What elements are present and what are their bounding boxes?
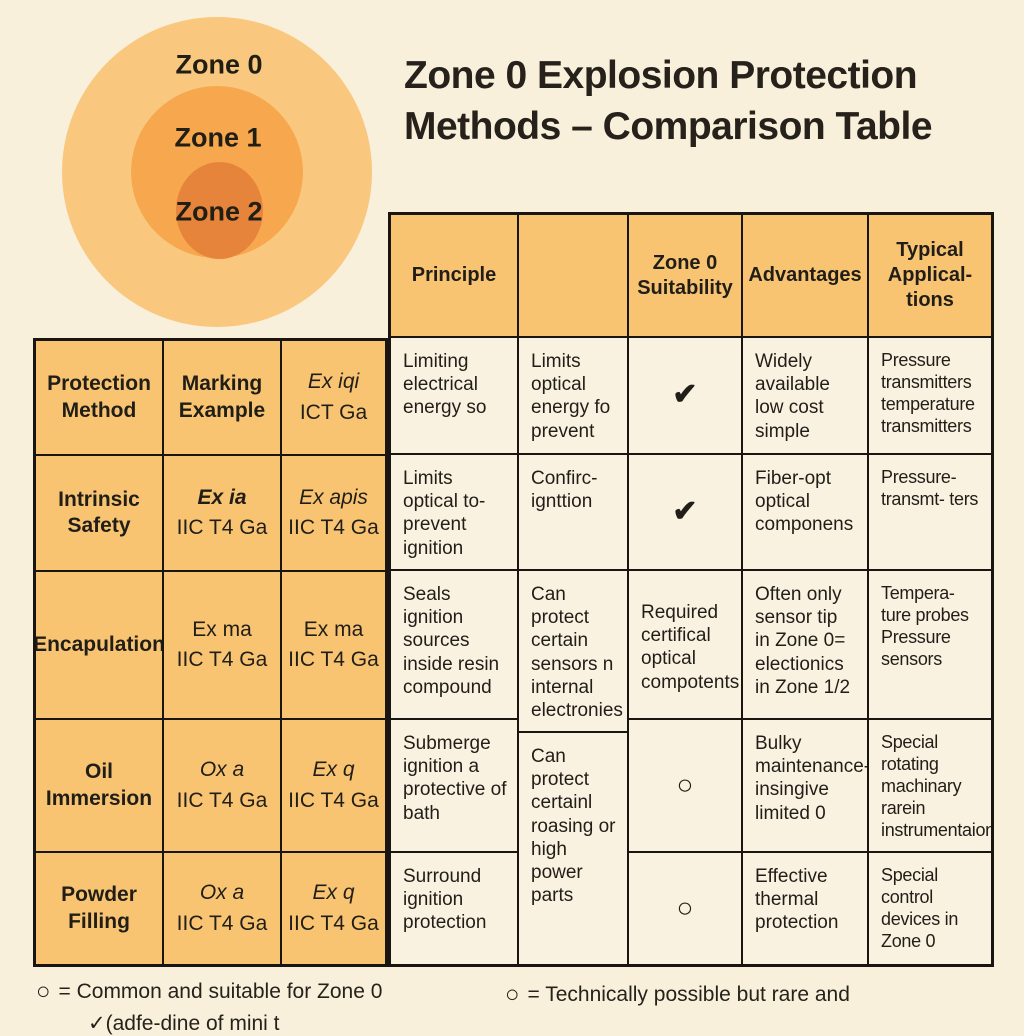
marking-cell: Ex ia IIC T4 Ga <box>164 456 280 570</box>
zone1-label: Zone 1 <box>174 122 262 153</box>
col-header-protection-method: Protection Method <box>36 341 162 454</box>
principle-cell: Surround ignition protection <box>391 853 517 964</box>
page-title-line1: Zone 0 Explosion Protection <box>404 54 918 97</box>
marking-rating: IIC T4 Ga <box>288 516 379 539</box>
zone0-label: Zone 0 <box>175 49 263 80</box>
column-suitability: Zone 0 Suitability ✔ ✔ Required certific… <box>629 215 741 964</box>
principle-cell: Seals ignition sources inside resin comp… <box>391 571 517 718</box>
method-marking-table: Protection Method Marking Example Ex iqi… <box>33 338 388 967</box>
suitability-circle-icon: ○ <box>629 720 741 851</box>
advantages-cell: Bulky maintenance- insingive limited 0 <box>743 720 867 851</box>
suitability-circle-icon: ○ <box>629 853 741 964</box>
secondary-cell: Can protect certainl roasing or high pow… <box>519 733 627 964</box>
legend-rare: ○ = Technically possible but rare and <box>505 983 850 1007</box>
applications-cell: Special rotating machinary rarein instru… <box>869 720 991 851</box>
marking-rating: ICT Ga <box>299 400 368 424</box>
secondary-cell: Can protect certain sensors n internal e… <box>519 571 627 731</box>
marking-example-header-cell: Ex iqi ICT Ga <box>282 341 385 454</box>
marking-rating: IIC T4 Ga <box>176 648 268 671</box>
zone2-circle <box>176 162 263 259</box>
principle-cell: Submerge ignition a protective of bath <box>391 720 517 851</box>
advantages-cell: Effective thermal protection <box>743 853 867 964</box>
page-title: Zone 0 Explosion Protection Methods – Co… <box>404 50 1014 153</box>
marking-cell: Ox a IIC T4 Ga <box>164 720 280 851</box>
circle-icon: ○ <box>505 981 520 1008</box>
advantages-cell: Often only sensor tip in Zone 0= electio… <box>743 571 867 718</box>
zone2-label: Zone 2 <box>175 196 263 227</box>
applications-cell: Pressure transmitters temperature transm… <box>869 338 991 453</box>
marking-rating: IIC T4 Ga <box>176 516 268 539</box>
marking-rating: IIC T4 Ga <box>288 788 379 812</box>
column-principle: Principle Limiting electrical energy so … <box>391 215 517 964</box>
col-header-marking-example: Marking Example <box>164 341 280 454</box>
marking-cell: Ox a IIC T4 Ga <box>164 853 280 964</box>
marking-code: Ox a <box>199 758 245 782</box>
column-advantages: Advantages Widely available low cost sim… <box>743 215 867 964</box>
method-intrinsic-safety: Intrinsic Safety <box>36 456 162 570</box>
circle-icon: ○ <box>36 978 51 1005</box>
comparison-table: Principle Limiting electrical energy so … <box>388 212 994 967</box>
page-title-line2: Methods – Comparison Table <box>404 105 933 149</box>
marking-rating: IIC T4 Ga <box>288 648 379 671</box>
marking-code: Ex ia <box>197 485 247 509</box>
secondary-cell: Limits optical energy fo prevent <box>519 338 627 453</box>
marking-rating: IIC T4 Ga <box>288 911 379 935</box>
col-header-blank <box>519 215 627 336</box>
marking-cell: Ex ma IIC T4 Ga <box>164 572 280 718</box>
suitability-note: Required certifical optical compotents <box>629 571 741 718</box>
applications-cell: Pressure- transmt- ters <box>869 455 991 569</box>
marking-cell: Ex apis IIC T4 Ga <box>282 456 385 570</box>
marking-rating: IIC T4 Ga <box>176 788 268 812</box>
method-encapulation: Encapulation <box>36 572 162 718</box>
marking-rating: IIC T4 Ga <box>176 911 268 935</box>
legend-rare-text: = Technically possible but rare and <box>527 983 850 1006</box>
suitability-check-icon: ✔ <box>629 455 741 569</box>
col-header-principle: Principle <box>391 215 517 336</box>
marking-code: Ex q <box>312 881 355 905</box>
marking-cell: Ex q IIC T4 Ga <box>282 720 385 851</box>
marking-cell: Ex q IIC T4 Ga <box>282 853 385 964</box>
marking-code: Ex iqi <box>307 370 360 394</box>
legend-common: ○ = Common and suitable for Zone 0 <box>36 980 382 1004</box>
marking-code: Ox a <box>199 881 245 905</box>
marking-code: Ex ma <box>303 617 364 641</box>
column-applications: Typical Applical- tions Pressure transmi… <box>869 215 991 964</box>
applications-cell: Tempera- ture probes Pressure sensors <box>869 571 991 718</box>
zone-venn-diagram: Zone 0 Zone 1 Zone 2 <box>0 0 400 340</box>
marking-code: Ex apis <box>299 485 368 509</box>
legend-common-text: = Common and suitable for Zone 0 <box>58 980 383 1003</box>
advantages-cell: Widely available low cost simple <box>743 338 867 453</box>
method-powder-filling: Powder Filling <box>36 853 162 964</box>
advantages-cell: Fiber-opt optical componens <box>743 455 867 569</box>
applications-cell: Special control devices in Zone 0 <box>869 853 991 964</box>
principle-cell: Limits optical to- prevent ignition <box>391 455 517 569</box>
col-header-suitability: Zone 0 Suitability <box>629 215 741 336</box>
suitability-check-icon: ✔ <box>629 338 741 453</box>
marking-cell: Ex ma IIC T4 Ga <box>282 572 385 718</box>
col-header-advantages: Advantages <box>743 215 867 336</box>
principle-cell: Limiting electrical energy so <box>391 338 517 453</box>
col-header-applications: Typical Applical- tions <box>869 215 991 336</box>
secondary-cell: Confirc- ignttion <box>519 455 627 569</box>
column-secondary: Limits optical energy fo prevent Confirc… <box>519 215 627 964</box>
method-oil-immersion: Oil Immersion <box>36 720 162 851</box>
marking-code: Ex ma <box>192 617 252 641</box>
marking-code: Ex q <box>312 758 355 782</box>
